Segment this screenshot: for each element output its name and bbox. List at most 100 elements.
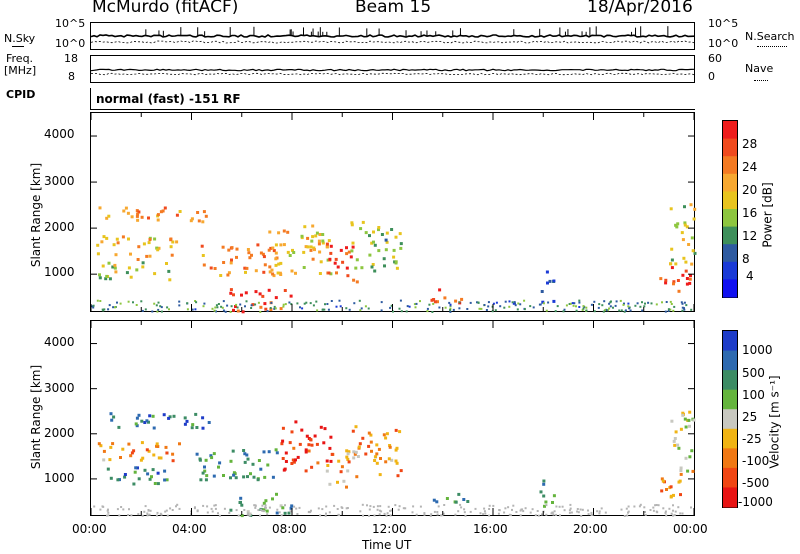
power-cell (326, 258, 330, 262)
velocity-cell (372, 505, 375, 508)
velocity-cell (290, 504, 294, 508)
velocity-cell (118, 478, 121, 482)
velocity-cell (691, 469, 695, 473)
velocity-cell (202, 504, 205, 507)
velocity-cell (289, 506, 293, 510)
power-cell (288, 254, 292, 257)
nave-dots (754, 80, 768, 81)
velocity-cell (668, 507, 671, 510)
power-cell (311, 257, 315, 261)
velocity-cell (264, 506, 267, 509)
velocity-cell (672, 514, 674, 517)
power-cell (608, 302, 611, 305)
velocity-cell (97, 442, 101, 446)
velocity-cell (108, 458, 112, 462)
power-cell (419, 300, 421, 303)
power-cell (101, 264, 105, 268)
power-cell (683, 307, 685, 310)
velocity-cell (394, 504, 397, 507)
power-cell (511, 301, 514, 304)
velocity-cell (248, 514, 251, 517)
velocity-cell (262, 508, 266, 512)
velocity-cell (382, 433, 386, 437)
power-cell (585, 306, 588, 309)
power-cell (368, 234, 371, 238)
power-cell (665, 301, 668, 303)
velocity-cell (570, 511, 573, 514)
power-cell (215, 310, 217, 313)
power-cell (243, 266, 247, 270)
velocity-cell (159, 456, 163, 460)
velocity-cell (664, 510, 667, 513)
power-cell (413, 303, 416, 306)
power-cell (684, 269, 688, 273)
velocity-cell (333, 504, 336, 507)
power-cell (160, 310, 163, 313)
velocity-cell (688, 410, 692, 414)
power-cell (460, 297, 464, 301)
power-cell (454, 299, 458, 303)
power-cell (329, 251, 333, 255)
power-cell (105, 236, 109, 240)
power-cell (159, 305, 162, 308)
power-cell (235, 255, 238, 259)
power-colorbar-swatch (723, 138, 737, 157)
power-cell (217, 303, 220, 305)
velocity-ytick: 3000 (44, 381, 75, 395)
velocity-cell (235, 509, 238, 512)
velocity-cell (534, 514, 537, 517)
power-cell (101, 308, 104, 311)
velocity-cell (598, 510, 601, 513)
velocity-cell (240, 503, 244, 507)
velocity-cell (432, 498, 436, 502)
power-cell (246, 248, 250, 251)
power-cell (155, 304, 158, 307)
velocity-cbar-tick: 100 (742, 388, 765, 402)
velocity-cell (375, 452, 379, 456)
velocity-cell (419, 505, 422, 508)
power-cell (279, 273, 283, 276)
power-cell (351, 245, 355, 249)
velocity-cell (587, 513, 590, 516)
power-cell (676, 222, 680, 226)
power-colorbar-swatch (723, 209, 737, 228)
velocity-cell (290, 462, 294, 465)
velocity-cell (367, 431, 371, 435)
velocity-cell (165, 509, 168, 512)
velocity-cell (212, 452, 216, 456)
power-cell (273, 305, 276, 308)
power-cell (681, 306, 684, 309)
power-cell (274, 263, 278, 267)
power-cell (153, 237, 157, 241)
power-cell (372, 230, 375, 234)
power-cell (282, 229, 286, 233)
power-cell (107, 261, 111, 265)
velocity-cell (294, 458, 297, 462)
power-cell (627, 305, 630, 308)
power-cell (494, 309, 497, 312)
power-cell (693, 207, 697, 211)
velocity-cell (397, 508, 400, 511)
power-cell (311, 235, 315, 239)
power-cell (469, 301, 472, 304)
power-cell (384, 248, 388, 252)
velocity-cell (246, 457, 250, 461)
power-ytick: 1000 (44, 265, 75, 279)
velocity-cell (457, 510, 460, 513)
velocity-cell (357, 445, 361, 449)
velocity-cell (284, 451, 288, 455)
power-cell (517, 302, 520, 305)
power-cell (339, 305, 342, 308)
nsky-underline (12, 46, 24, 47)
power-cell (200, 244, 204, 248)
velocity-cell (143, 468, 147, 472)
power-cell (582, 305, 585, 308)
velocity-cell (377, 447, 381, 451)
velocity-cell (652, 509, 655, 512)
velocity-cell (242, 449, 246, 452)
velocity-cell (204, 458, 208, 462)
velocity-cell (483, 507, 486, 510)
velocity-cell (153, 482, 157, 485)
velocity-cell (625, 507, 628, 510)
nave-tick-top: 60 (708, 52, 722, 65)
